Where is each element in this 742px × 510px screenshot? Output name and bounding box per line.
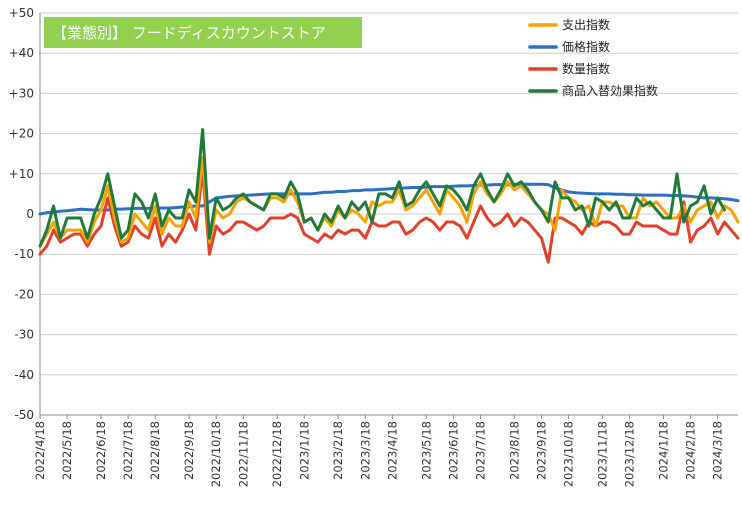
y-tick-label: +20 (9, 127, 34, 141)
x-tick-label: 2022/9/18 (182, 421, 196, 480)
y-tick-label: -10 (14, 247, 34, 261)
y-tick-label: -20 (14, 287, 34, 301)
title-box: 【業態別】 フードディスカウントストア (44, 17, 362, 48)
x-tick-label: 2022/7/18 (121, 421, 135, 480)
x-tick-label: 2023/3/18 (358, 421, 372, 480)
x-tick-label: 2023/11/18 (595, 421, 609, 487)
x-tick-label: 2022/4/18 (33, 421, 47, 480)
x-tick-label: 2022/6/18 (94, 421, 108, 480)
y-tick-label: +40 (9, 46, 34, 60)
x-tick-label: 2023/6/18 (446, 421, 460, 480)
y-tick-label: -40 (14, 368, 34, 382)
chart-title: 【業態別】 フードディスカウントストア (52, 24, 326, 42)
x-tick-label: 2023/9/18 (534, 421, 548, 480)
legend-label: 数量指数 (562, 61, 610, 76)
x-tick-label: 2023/8/18 (507, 421, 521, 480)
x-tick-label: 2023/7/18 (473, 421, 487, 480)
x-tick-label: 2023/4/18 (385, 421, 399, 480)
x-tick-label: 2022/12/18 (270, 421, 284, 487)
title-background (44, 17, 362, 48)
x-tick-label: 2022/5/18 (60, 421, 74, 480)
x-tick-label: 2024/2/18 (684, 421, 698, 480)
legend-label: 支出指数 (562, 17, 610, 32)
x-tick-label: 2022/10/18 (209, 421, 223, 487)
x-tick-label: 2024/1/18 (656, 421, 670, 480)
y-tick-label: +10 (9, 167, 34, 181)
x-tick-label: 2024/3/18 (711, 421, 725, 480)
x-tick-label: 2023/1/18 (297, 421, 311, 480)
x-tick-label: 2022/8/18 (148, 421, 162, 480)
grid-layer (40, 12, 738, 416)
legend-label: 商品入替効果指数 (562, 83, 658, 98)
y-tick-label: -30 (14, 328, 34, 342)
x-tick-label: 2023/2/18 (331, 421, 345, 480)
series-line-0 (38, 156, 740, 248)
x-tick-label: 2023/12/18 (623, 421, 637, 487)
x-tick-label: 2023/5/18 (419, 421, 433, 480)
y-tick-label: +30 (9, 86, 34, 100)
y-tick-label: 0 (26, 207, 34, 221)
y-tick-label: +50 (9, 6, 34, 20)
legend-label: 価格指数 (562, 39, 610, 54)
x-tick-label: 2023/10/18 (562, 421, 576, 487)
y-tick-label: -50 (14, 408, 34, 422)
series-line-3 (38, 128, 726, 248)
series-line-2 (38, 168, 740, 264)
x-tick-label: 2022/11/18 (236, 421, 250, 487)
axis-layer: +50 +40 +30 +20 +10 0 -10 -20 -30 -40 -502022/4/18… (9, 6, 738, 487)
series-layer (38, 128, 740, 264)
